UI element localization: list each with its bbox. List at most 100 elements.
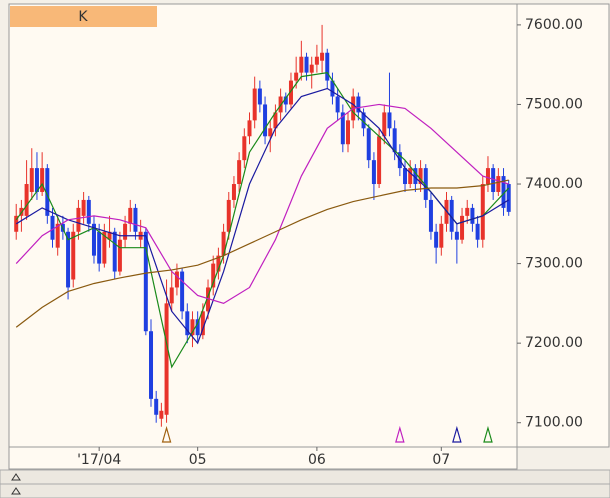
candle-body bbox=[34, 168, 39, 192]
candle-body bbox=[403, 168, 408, 185]
candle-body bbox=[392, 128, 397, 153]
candle-body bbox=[231, 184, 236, 200]
candle-body bbox=[428, 199, 433, 232]
candle-body bbox=[418, 168, 423, 185]
candle-body bbox=[107, 231, 112, 240]
candle-body bbox=[273, 112, 278, 129]
candle-body bbox=[211, 263, 216, 288]
candle-body bbox=[242, 136, 247, 161]
label-box bbox=[10, 6, 157, 27]
candle-body bbox=[335, 96, 340, 113]
signal-marker bbox=[452, 425, 462, 443]
candle-body bbox=[237, 160, 242, 185]
candle-body bbox=[86, 199, 91, 224]
candle-body bbox=[460, 215, 465, 240]
x-axis-panel bbox=[8, 446, 518, 470]
candle-body bbox=[159, 410, 164, 419]
candle-body bbox=[117, 239, 122, 272]
candle-body bbox=[128, 207, 133, 224]
candle-body bbox=[174, 271, 179, 288]
candle-body bbox=[496, 176, 501, 192]
candle-body bbox=[491, 168, 496, 192]
candle-body bbox=[501, 176, 506, 208]
candle-body bbox=[45, 168, 50, 216]
candle-body bbox=[325, 52, 330, 81]
candle-body bbox=[195, 319, 200, 336]
candle-body bbox=[97, 231, 102, 264]
candle-body bbox=[91, 223, 96, 256]
moving-average bbox=[15, 179, 509, 328]
candle-body bbox=[423, 168, 428, 200]
candle-body bbox=[133, 207, 138, 232]
candle-body bbox=[330, 80, 335, 97]
x-tick-label: 06 bbox=[308, 452, 326, 468]
candle-body bbox=[29, 168, 34, 192]
candle-body bbox=[382, 112, 387, 137]
candle-body bbox=[294, 72, 299, 81]
candle-body bbox=[252, 88, 257, 121]
candle-body bbox=[81, 199, 86, 216]
candle-body bbox=[226, 199, 231, 232]
candle-body bbox=[247, 120, 252, 137]
candle-body bbox=[361, 112, 366, 129]
candle-body bbox=[123, 223, 128, 240]
scrollbar[interactable] bbox=[0, 469, 610, 485]
y-tick-label: 7400.00 bbox=[525, 176, 583, 192]
candle-body bbox=[346, 120, 350, 145]
candle-body bbox=[470, 207, 475, 224]
y-tick-label: 7600.00 bbox=[525, 17, 583, 33]
candle-body bbox=[408, 168, 413, 185]
candle-body bbox=[454, 231, 459, 240]
candle-body bbox=[314, 56, 319, 65]
axis-panel bbox=[516, 3, 610, 448]
moving-average bbox=[15, 71, 510, 369]
candle-body bbox=[288, 80, 293, 105]
candle-body bbox=[143, 231, 148, 332]
candle-body bbox=[40, 168, 45, 192]
candle-body bbox=[366, 128, 371, 161]
candle-body bbox=[169, 287, 174, 304]
candle-body bbox=[309, 64, 314, 73]
candle-body bbox=[180, 271, 185, 312]
candle-body bbox=[480, 184, 485, 240]
candle-body bbox=[216, 255, 221, 272]
candle-body bbox=[371, 160, 376, 185]
x-tick-label: '17/04 bbox=[77, 452, 121, 468]
candle-body bbox=[149, 331, 154, 399]
candle-body bbox=[320, 52, 325, 61]
candle-body bbox=[66, 231, 71, 288]
y-tick-label: 7200.00 bbox=[525, 335, 583, 351]
candle-body bbox=[475, 223, 480, 240]
candle-body bbox=[200, 311, 205, 336]
y-tick-label: 7100.00 bbox=[525, 415, 583, 431]
candle-body bbox=[268, 128, 273, 137]
candle-body bbox=[449, 199, 454, 232]
candle-body bbox=[377, 136, 382, 185]
candle-body bbox=[387, 112, 392, 129]
signal-marker bbox=[395, 425, 405, 443]
candle-body bbox=[76, 207, 81, 232]
candle-body bbox=[434, 231, 439, 248]
candle-body bbox=[485, 168, 490, 185]
signal-marker bbox=[483, 425, 493, 443]
candle-body bbox=[263, 104, 268, 137]
chart-label: K bbox=[78, 9, 88, 25]
candle-body bbox=[102, 231, 107, 264]
scroll-arrow-2[interactable] bbox=[11, 487, 21, 495]
candle-body bbox=[24, 184, 29, 216]
candle-body bbox=[50, 215, 55, 240]
candle-body bbox=[164, 303, 169, 415]
candle-body bbox=[465, 207, 470, 216]
scroll-arrow[interactable] bbox=[11, 473, 21, 481]
candle-body bbox=[14, 215, 19, 232]
candle-body bbox=[340, 112, 345, 145]
candle-body bbox=[356, 96, 361, 113]
candle-body bbox=[185, 311, 190, 336]
scrollbar-2[interactable] bbox=[0, 483, 610, 498]
y-tick-label: 7500.00 bbox=[525, 96, 583, 112]
candle-body bbox=[112, 231, 117, 272]
candle-body bbox=[257, 88, 262, 105]
candle-body bbox=[190, 319, 195, 336]
candle-body bbox=[221, 231, 226, 256]
y-tick-label: 7300.00 bbox=[525, 256, 583, 272]
